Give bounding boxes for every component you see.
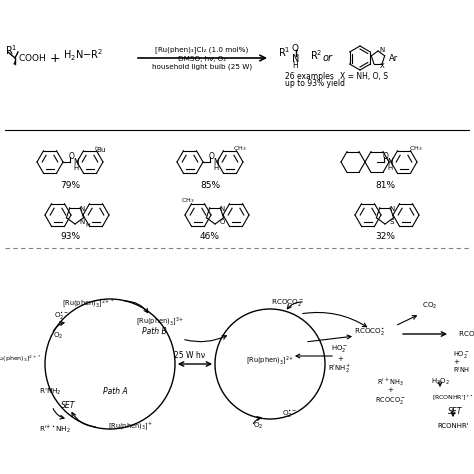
Text: 93%: 93% xyxy=(60,231,80,240)
Text: R'NH$_2$: R'NH$_2$ xyxy=(39,387,61,397)
Text: $\mathrm{R^1}$: $\mathrm{R^1}$ xyxy=(5,43,18,57)
Text: +: + xyxy=(337,356,343,362)
Text: $\mathrm{CO_2}$: $\mathrm{CO_2}$ xyxy=(422,301,438,311)
Text: $\mathrm{N}$: $\mathrm{N}$ xyxy=(291,52,299,64)
Text: O: O xyxy=(292,44,299,53)
Text: $[\mathrm{Ru(phen)_3}]^{3+}$: $[\mathrm{Ru(phen)_3}]^{3+}$ xyxy=(136,316,184,328)
Text: $\mathrm{COOH}$: $\mathrm{COOH}$ xyxy=(18,52,46,63)
Text: $\mathrm{R^2}$: $\mathrm{R^2}$ xyxy=(310,48,322,62)
Text: H: H xyxy=(86,222,91,228)
Text: 46%: 46% xyxy=(200,231,220,240)
Text: Path A: Path A xyxy=(103,388,128,396)
Text: N: N xyxy=(387,157,393,166)
Text: or: or xyxy=(323,53,333,63)
Text: $\mathrm{R'NH_2^+}$: $\mathrm{R'NH_2^+}$ xyxy=(328,363,352,375)
Text: $\mathrm{O_2^{\bullet-}}$: $\mathrm{O_2^{\bullet-}}$ xyxy=(282,408,298,420)
Text: [Ru(phen)₃]Cl₂ (1.0 mol%): [Ru(phen)₃]Cl₂ (1.0 mol%) xyxy=(155,46,249,54)
Text: +: + xyxy=(50,52,60,64)
Text: Ar: Ar xyxy=(389,54,399,63)
Text: $\mathrm{R^1}$: $\mathrm{R^1}$ xyxy=(278,45,291,59)
Text: $\mathrm{O_2^{\bullet-}}$: $\mathrm{O_2^{\bullet-}}$ xyxy=(54,310,70,322)
Text: $\mathrm{HO_2^-}$: $\mathrm{HO_2^-}$ xyxy=(453,348,470,359)
Text: O: O xyxy=(383,152,389,161)
Text: $\mathrm{H_2N{-}R^2}$: $\mathrm{H_2N{-}R^2}$ xyxy=(63,47,103,63)
Text: X = NH, O, S: X = NH, O, S xyxy=(340,72,388,81)
Text: H: H xyxy=(213,165,219,171)
Text: 81%: 81% xyxy=(375,181,395,190)
Text: $\mathrm{RCOCO_2^{\bullet}}$: $\mathrm{RCOCO_2^{\bullet}}$ xyxy=(355,326,386,338)
Text: $\mathrm{R'^+NH_3}$: $\mathrm{R'^+NH_3}$ xyxy=(377,376,403,388)
Text: H: H xyxy=(73,165,79,171)
Text: N: N xyxy=(79,206,85,212)
Text: $\mathrm{R'^{+\bullet}NH_2}$: $\mathrm{R'^{+\bullet}NH_2}$ xyxy=(39,423,71,435)
Text: $\mathrm{O_2}$: $\mathrm{O_2}$ xyxy=(53,331,63,341)
Text: DMSO, hν, O₂: DMSO, hν, O₂ xyxy=(178,56,226,62)
Text: S: S xyxy=(390,219,394,225)
Text: $\mathrm{R'NH}$: $\mathrm{R'NH}$ xyxy=(453,365,470,375)
Text: $[\mathrm{Ru(phen)_3}]^{2+*}$: $[\mathrm{Ru(phen)_3}]^{2+*}$ xyxy=(62,298,114,310)
Text: O: O xyxy=(219,219,225,225)
Text: $\mathrm{H_2O_2}$: $\mathrm{H_2O_2}$ xyxy=(430,377,449,387)
Text: CH$_3$: CH$_3$ xyxy=(181,197,195,205)
Text: $[\mathrm{Ru(phen)_3}]^{2+*}$: $[\mathrm{Ru(phen)_3}]^{2+*}$ xyxy=(0,354,42,364)
Text: $\mathrm{RCOCO_2^-}$: $\mathrm{RCOCO_2^-}$ xyxy=(374,394,405,405)
Text: SET: SET xyxy=(61,401,75,410)
Text: 25 W hν: 25 W hν xyxy=(174,352,206,361)
Text: $\mathrm{[RCONHR']^{+\bullet}}$: $\mathrm{[RCONHR']^{+\bullet}}$ xyxy=(432,393,474,402)
Text: 26 examples: 26 examples xyxy=(285,72,334,81)
Text: $\mathrm{O_2}$: $\mathrm{O_2}$ xyxy=(253,421,263,431)
Text: 85%: 85% xyxy=(200,181,220,190)
Text: 79%: 79% xyxy=(60,181,80,190)
Text: O: O xyxy=(69,152,75,161)
Text: CH$_3$: CH$_3$ xyxy=(409,145,423,154)
Text: N: N xyxy=(389,206,395,212)
Text: household light bulb (25 W): household light bulb (25 W) xyxy=(152,64,252,70)
Text: +: + xyxy=(453,359,459,365)
Text: $[\mathrm{Ru(phen)_3}]^{2+}$: $[\mathrm{Ru(phen)_3}]^{2+}$ xyxy=(246,355,294,367)
Text: $\mathrm{HO_2^-}$: $\mathrm{HO_2^-}$ xyxy=(331,344,349,355)
Text: +: + xyxy=(387,387,393,393)
Text: H: H xyxy=(387,165,392,171)
Text: H: H xyxy=(292,61,298,70)
Text: SET: SET xyxy=(448,408,462,417)
Text: N: N xyxy=(79,219,85,225)
Text: 32%: 32% xyxy=(375,231,395,240)
Text: $[\mathrm{Ru(phen)_3}]^{+}$: $[\mathrm{Ru(phen)_3}]^{+}$ xyxy=(108,420,152,432)
Text: N: N xyxy=(73,157,79,166)
Text: N: N xyxy=(219,206,225,212)
Text: X: X xyxy=(380,63,384,69)
Text: up to 93% yield: up to 93% yield xyxy=(285,79,345,88)
Text: N: N xyxy=(213,157,219,166)
Text: $\mathrm{RCOCO_2^-}$: $\mathrm{RCOCO_2^-}$ xyxy=(272,297,305,308)
Text: N: N xyxy=(379,47,384,53)
Text: $\mathrm{RCO^{\bullet}}$: $\mathrm{RCO^{\bullet}}$ xyxy=(458,329,474,339)
Text: Path B: Path B xyxy=(142,328,166,337)
Text: O: O xyxy=(209,152,215,161)
Text: CH$_3$: CH$_3$ xyxy=(233,145,247,154)
Text: $^t$Bu: $^t$Bu xyxy=(93,144,107,155)
Text: RCONHR': RCONHR' xyxy=(437,423,469,429)
